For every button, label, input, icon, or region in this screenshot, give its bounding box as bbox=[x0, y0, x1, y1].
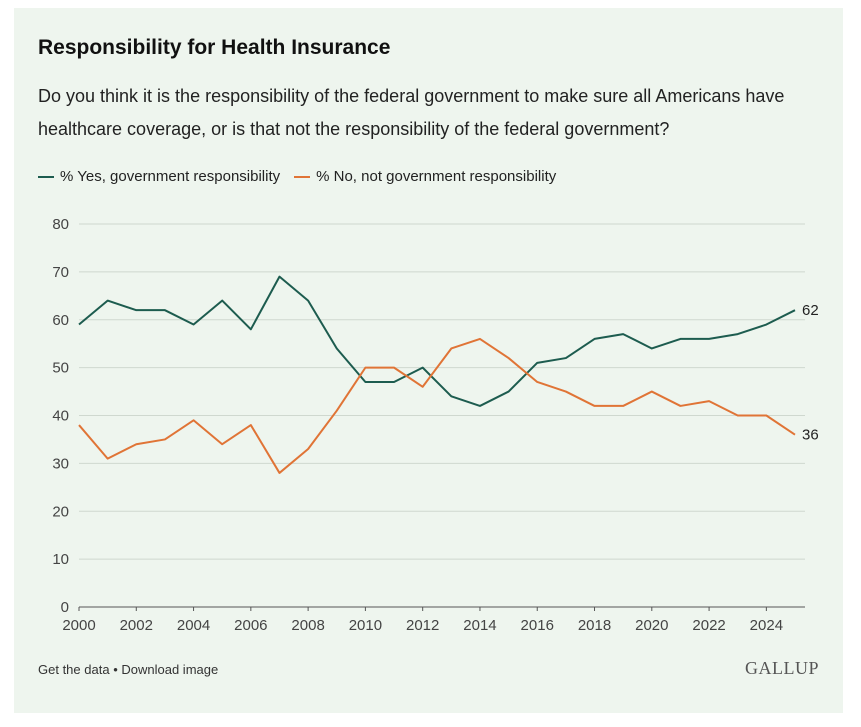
y-tick-label-50: 50 bbox=[52, 360, 69, 377]
y-tick-label-70: 70 bbox=[52, 264, 69, 281]
y-tick-label-60: 60 bbox=[52, 312, 69, 329]
series-line-yes bbox=[78, 275, 796, 407]
x-tick-label-2012: 2012 bbox=[406, 617, 439, 634]
x-tick-label-2014: 2014 bbox=[463, 617, 496, 634]
chart-legend: % Yes, government responsibility % No, n… bbox=[38, 168, 570, 185]
x-tick-label-2016: 2016 bbox=[521, 617, 554, 634]
get-data-link[interactable]: Get the data bbox=[38, 662, 110, 677]
legend-swatch-no bbox=[294, 175, 311, 178]
chart-subtitle: Do you think it is the responsibility of… bbox=[38, 86, 785, 139]
series-line-no bbox=[78, 337, 796, 474]
y-tick-label-80: 80 bbox=[52, 216, 69, 233]
x-tick-label-2002: 2002 bbox=[120, 617, 153, 634]
gallup-logo: GALLUP bbox=[745, 658, 819, 678]
x-tick-label-2022: 2022 bbox=[692, 617, 725, 634]
x-tick-label-2010: 2010 bbox=[349, 617, 382, 634]
x-tick-label-2018: 2018 bbox=[578, 617, 611, 634]
legend-swatch-yes bbox=[38, 175, 54, 178]
end-label-no: 36 bbox=[802, 427, 819, 444]
y-tick-label-20: 20 bbox=[52, 503, 69, 520]
legend-item-no: % No, not government responsibility bbox=[294, 168, 556, 185]
chart-card: Responsibility for Health Insurance Do y… bbox=[14, 8, 843, 713]
x-tick-label-2008: 2008 bbox=[291, 617, 324, 634]
end-label-yes: 62 bbox=[802, 302, 819, 319]
x-tick-label-2004: 2004 bbox=[177, 617, 210, 634]
x-tick-label-2024: 2024 bbox=[750, 617, 783, 634]
download-image-link[interactable]: Download image bbox=[121, 662, 219, 677]
footer-links: Get the data • Download image bbox=[38, 662, 218, 677]
y-tick-label-40: 40 bbox=[52, 408, 69, 425]
x-tick-label-2020: 2020 bbox=[635, 617, 668, 634]
y-tick-label-30: 30 bbox=[52, 455, 69, 472]
y-tick-label-10: 10 bbox=[52, 551, 69, 568]
line-chart: 0 10 20 30 40 50 60 70 80 2000 2002 2004 2006 2008 201… bbox=[52, 216, 819, 634]
x-tick-label-2000: 2000 bbox=[62, 617, 95, 634]
chart-title: Responsibility for Health Insurance bbox=[38, 36, 391, 59]
y-tick-label-0: 0 bbox=[61, 599, 69, 616]
x-tick-label-2006: 2006 bbox=[234, 617, 267, 634]
legend-label-no: % No, not government responsibility bbox=[316, 168, 557, 185]
footer-separator: • bbox=[113, 662, 118, 677]
legend-item-yes: % Yes, government responsibility bbox=[38, 168, 280, 185]
legend-label-yes: % Yes, government responsibility bbox=[60, 168, 281, 185]
